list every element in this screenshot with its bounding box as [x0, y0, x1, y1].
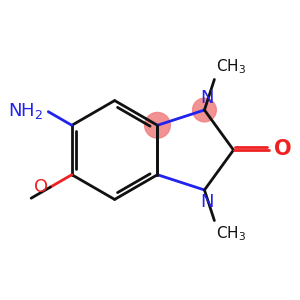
Text: N: N — [201, 193, 214, 211]
Text: O: O — [274, 139, 292, 159]
Circle shape — [193, 98, 216, 122]
Text: CH$_3$: CH$_3$ — [216, 224, 247, 243]
Circle shape — [145, 112, 170, 138]
Text: O: O — [34, 178, 48, 196]
Text: NH$_2$: NH$_2$ — [8, 101, 44, 121]
Text: N: N — [201, 89, 214, 107]
Text: CH$_3$: CH$_3$ — [216, 57, 247, 76]
